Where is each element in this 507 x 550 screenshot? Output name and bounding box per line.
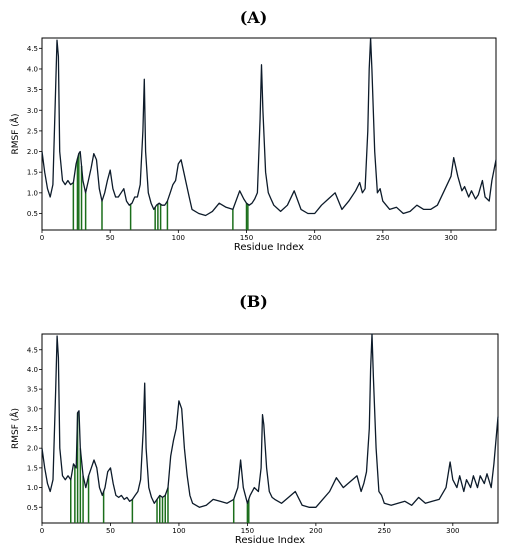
x-tick-label: 200 (308, 234, 321, 242)
panel-b-title: (B) (239, 292, 268, 311)
x-tick-label: 50 (106, 527, 115, 535)
y-tick-label: 2.5 (27, 425, 38, 433)
y-tick-label: 2.0 (27, 148, 38, 156)
y-tick-label: 2.5 (27, 127, 38, 135)
y-tick-label: 1.0 (27, 189, 38, 197)
x-tick-label: 250 (376, 234, 389, 242)
y-tick-label: 2.0 (27, 445, 38, 453)
y-tick-label: 4.5 (27, 346, 38, 354)
y-axis-label: RMSF (Å) (9, 114, 21, 155)
x-tick-label: 50 (106, 234, 115, 242)
panel-a-title: (A) (239, 8, 268, 27)
x-tick-label: 0 (40, 234, 44, 242)
rmsf-chart-a: 0 50 100 150 200 250 300 0.5 1.0 1.5 2.0 2.5 3.0 3.5 4… (9, 37, 497, 253)
y-tick-label: 3.5 (27, 86, 38, 94)
rmsf-series-line (41, 37, 497, 217)
plot-frame (41, 37, 497, 231)
x-tick-label: 100 (172, 234, 185, 242)
plot-frame (41, 333, 499, 524)
x-tick-label: 200 (309, 527, 322, 535)
y-tick-label: 1.0 (27, 484, 38, 492)
x-axis-label: Residue Index (234, 242, 304, 253)
x-tick-label: 150 (241, 527, 254, 535)
y-tick-label: 3.0 (27, 107, 38, 115)
x-tick-label: 0 (40, 527, 44, 535)
y-tick-label: 4.0 (27, 366, 38, 374)
x-tick-label: 300 (446, 527, 459, 535)
y-tick-label: 3.0 (27, 405, 38, 413)
y-tick-label: 3.5 (27, 386, 38, 394)
x-tick-label: 100 (172, 527, 185, 535)
x-tick-label: 150 (240, 234, 253, 242)
x-tick-label: 250 (378, 527, 391, 535)
y-tick-label: 4.5 (27, 45, 38, 53)
y-tick-label: 1.5 (27, 169, 38, 177)
rmsf-series-line (41, 333, 499, 508)
y-tick-label: 0.5 (27, 504, 38, 512)
y-tick-label: 0.5 (27, 210, 38, 218)
y-tick-label: 1.5 (27, 464, 38, 472)
x-axis-label: Residue Index (235, 535, 305, 546)
x-tick-label: 300 (444, 234, 457, 242)
y-tick-label: 4.0 (27, 65, 38, 73)
y-axis-label: RMSF (Å) (9, 408, 21, 449)
